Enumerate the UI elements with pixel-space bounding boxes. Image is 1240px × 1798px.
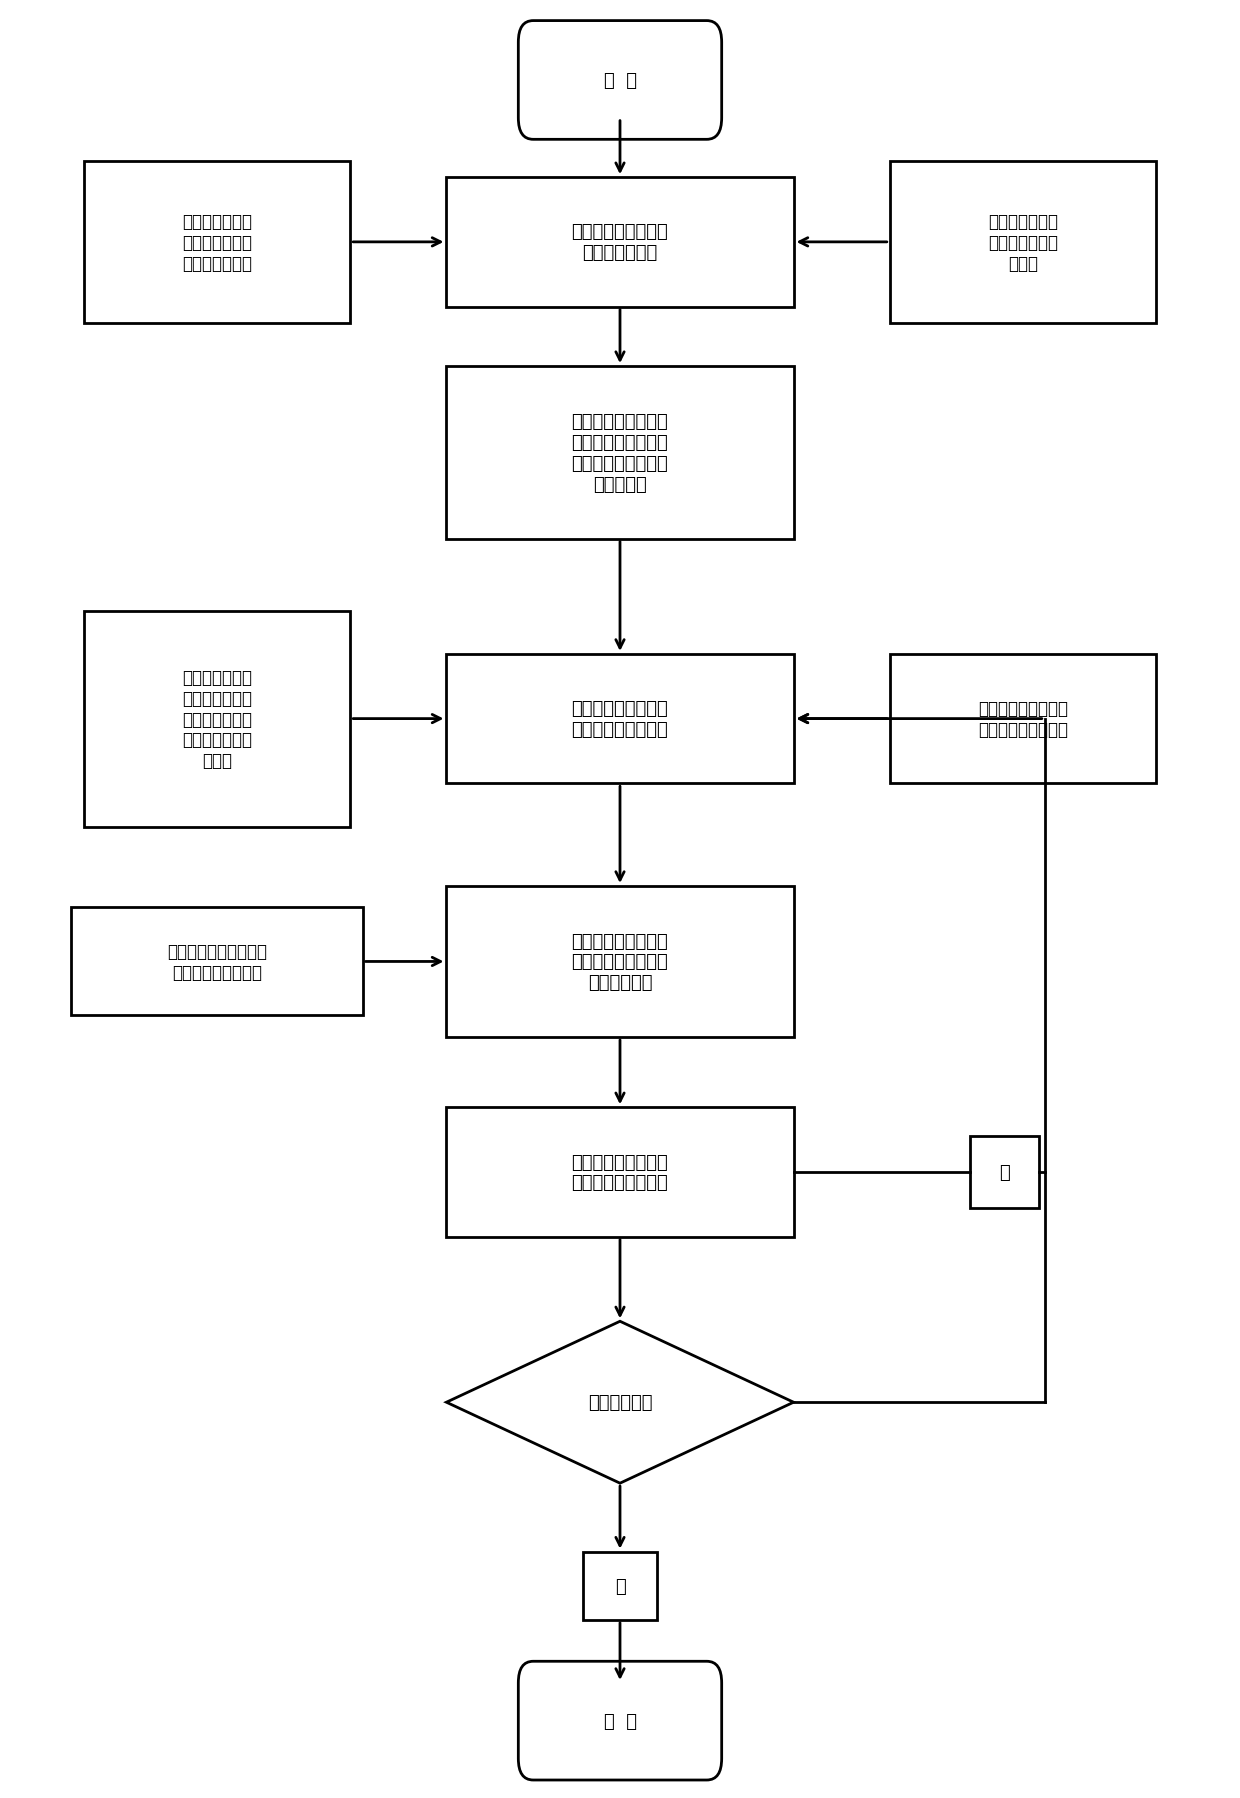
Text: 是: 是	[615, 1577, 625, 1595]
Text: 否: 否	[999, 1163, 1009, 1181]
Bar	[446, 1108, 794, 1237]
Text: 代入商业程序中进行
模型验证与精度检查: 代入商业程序中进行 模型验证与精度检查	[572, 1153, 668, 1192]
Text: 采用先进节点划分策
略进行计算节点划分: 采用先进节点划分策 略进行计算节点划分	[572, 699, 668, 739]
Bar	[971, 1136, 1039, 1208]
Text: 几何模型评估及管束
区复杂几何简化: 几何模型评估及管束 区复杂几何简化	[572, 223, 668, 263]
Bar	[83, 162, 350, 324]
Text: 精度符合要求: 精度符合要求	[588, 1393, 652, 1411]
Bar	[583, 1552, 657, 1620]
Bar	[83, 611, 350, 827]
Bar	[889, 162, 1156, 324]
Text: 耦合区域管侧及壳侧
的计算节点一一对应: 耦合区域管侧及壳侧 的计算节点一一对应	[978, 699, 1068, 739]
Text: 对简化后的几何进行
几何建模，分别画出
管侧及壳侧经过简化
后的流体域: 对简化后的几何进行 几何建模，分别画出 管侧及壳侧经过简化 后的流体域	[572, 414, 668, 493]
Text: 管侧与壳侧能量源项通
过分别求解方程获得: 管侧与壳侧能量源项通 过分别求解方程获得	[167, 942, 267, 982]
Text: 管侧及壳侧能量源项
在同一坐标下的计算
节点之间进行: 管侧及壳侧能量源项 在同一坐标下的计算 节点之间进行	[572, 931, 668, 992]
FancyBboxPatch shape	[518, 1661, 722, 1780]
Bar	[446, 367, 794, 539]
Bar	[71, 908, 362, 1016]
Polygon shape	[446, 1322, 794, 1483]
Text: 结  束: 结 束	[604, 1712, 636, 1730]
Bar	[446, 886, 794, 1037]
Text: 对管侧及壳侧简
化后的耦合换热
区域采取完全相
同结构性节点划
分策略: 对管侧及壳侧简 化后的耦合换热 区域采取完全相 同结构性节点划 分策略	[182, 669, 252, 770]
Text: 根据不同位置处
传热管的形状以
及长度进行分区: 根据不同位置处 传热管的形状以 及长度进行分区	[182, 212, 252, 273]
Text: 开  始: 开 始	[604, 72, 636, 90]
Bar	[446, 178, 794, 307]
Text: 将同一分区的传
热管束简化为一
个整体: 将同一分区的传 热管束简化为一 个整体	[988, 212, 1058, 273]
Bar	[889, 654, 1156, 784]
Bar	[446, 654, 794, 784]
FancyBboxPatch shape	[518, 22, 722, 140]
